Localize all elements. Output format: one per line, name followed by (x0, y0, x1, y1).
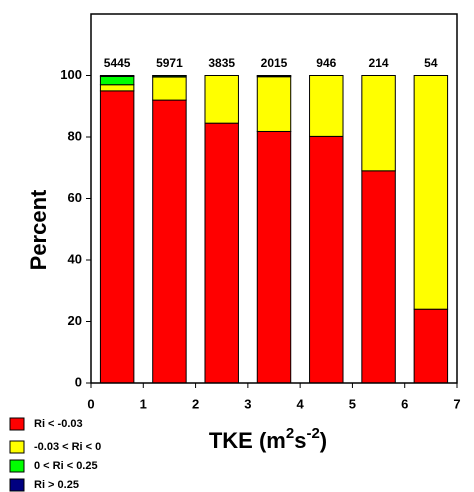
legend-label: -0.03 < Ri < 0 (34, 441, 101, 453)
legend-swatch (9, 440, 25, 454)
x-label-sup: 2 (286, 425, 294, 442)
x-tick-label: 7 (453, 396, 460, 411)
x-label-part: ) (320, 428, 327, 453)
bar-segment (361, 75, 396, 172)
x-tick-label: 0 (87, 396, 94, 411)
bar-segment (152, 76, 187, 101)
x-tick-label: 5 (349, 396, 356, 411)
legend-label: 0 < Ri < 0.25 (34, 460, 98, 472)
bar-segment (99, 75, 135, 86)
x-tick-label: 6 (401, 396, 408, 411)
bar-segment (99, 75, 135, 77)
legend-swatch (9, 478, 25, 492)
legend-label: Ri > 0.25 (34, 479, 79, 491)
bar-count: 2015 (261, 56, 288, 70)
y-tick-label: 100 (60, 67, 82, 82)
y-tick-label: 0 (75, 374, 82, 389)
x-tick-label: 4 (297, 396, 305, 411)
bar-segment (256, 130, 292, 384)
bar-segment (152, 99, 187, 384)
y-tick-label: 20 (68, 313, 82, 328)
x-tick-label: 1 (140, 396, 147, 411)
x-label-sup: -2 (306, 425, 319, 442)
y-tick-label: 80 (68, 128, 82, 143)
y-tick-label: 40 (68, 251, 82, 266)
x-label-part: s (294, 428, 306, 453)
y-tick-label: 60 (68, 190, 82, 205)
bar-segment (413, 75, 449, 310)
x-axis-label: TKE (m2s-2) (209, 425, 327, 453)
x-tick-label: 2 (192, 396, 199, 411)
bar-segment (99, 90, 135, 384)
y-axis-label: Percent (26, 189, 51, 270)
bar-count: 5445 (104, 56, 131, 70)
bar-segment (204, 122, 239, 384)
legend-swatch (9, 417, 25, 431)
bar-count: 54 (424, 56, 438, 70)
x-tick-label: 3 (244, 396, 251, 411)
bar-count: 3835 (208, 56, 235, 70)
x-label-part: TKE (m (209, 428, 286, 453)
bar-segment (309, 75, 344, 137)
bar-segment (256, 76, 292, 132)
bar-segment (413, 308, 449, 384)
bar-segment (99, 84, 135, 92)
legend-swatch (9, 459, 25, 473)
bar-count: 214 (369, 56, 389, 70)
bar-count: 5971 (156, 56, 183, 70)
bar-count: 946 (316, 56, 336, 70)
bar-segment (361, 170, 396, 384)
bar-segment (204, 75, 239, 124)
legend-label: Ri < -0.03 (34, 418, 83, 430)
bar-segment (309, 135, 344, 384)
